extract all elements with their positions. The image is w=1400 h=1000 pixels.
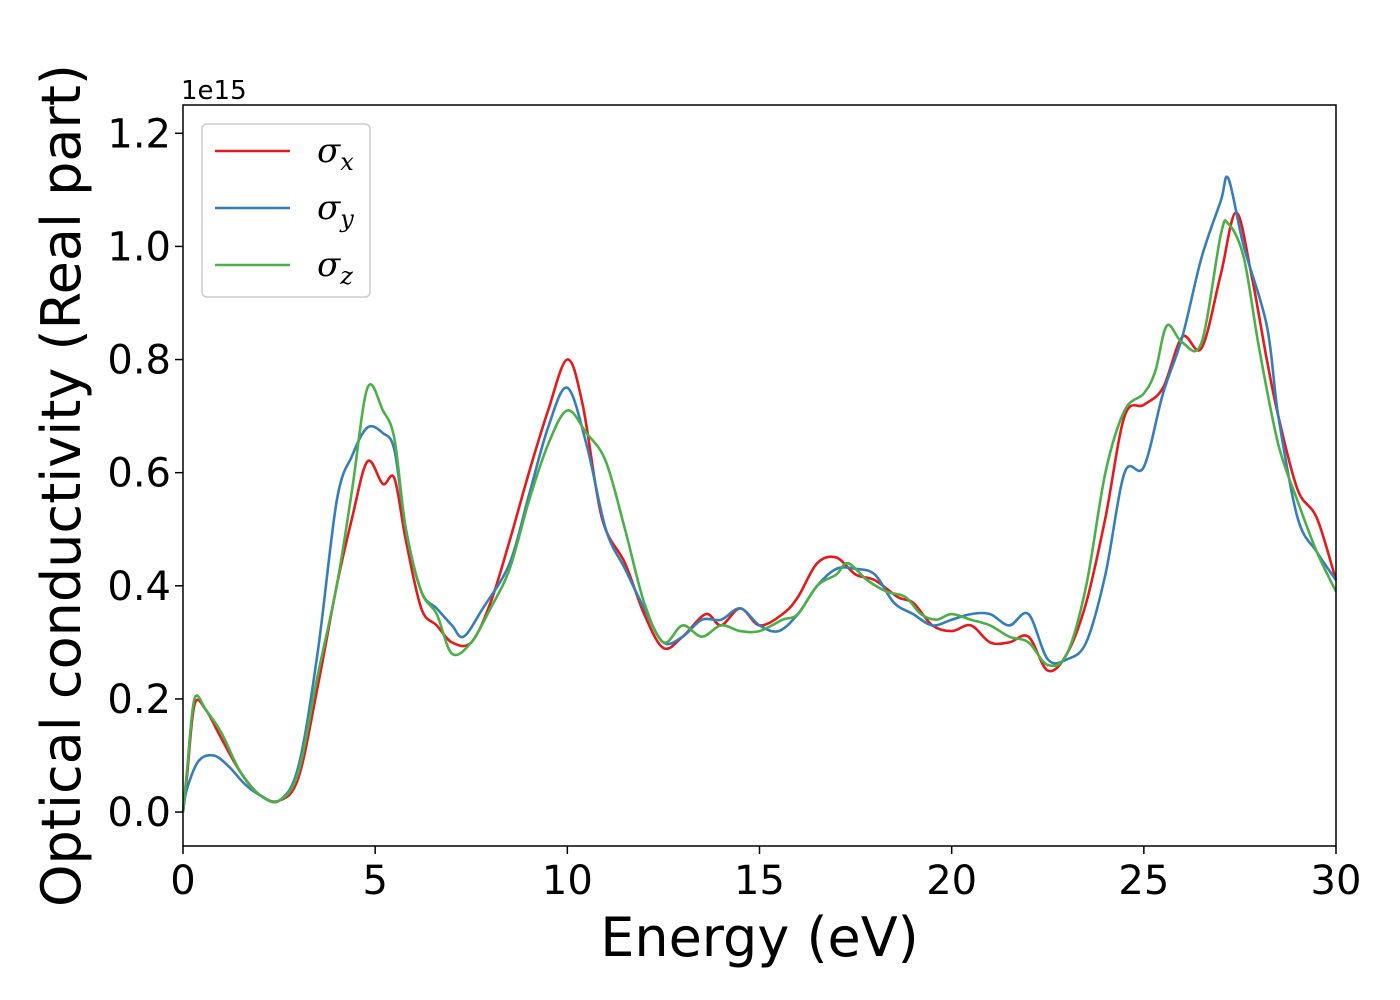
plot-area [183, 105, 1336, 846]
y-tick-label: 0.8 [107, 338, 171, 384]
x-axis-title: Energy (eV) [600, 906, 919, 969]
legend-label-y: σy [317, 188, 354, 233]
series-line-y [181, 175, 1338, 813]
y-tick-label: 0.4 [107, 564, 171, 610]
x-tick-label: 20 [926, 858, 977, 904]
x-tick-label: 0 [170, 858, 195, 904]
series-layer [181, 175, 1338, 813]
legend-label-z: σz [317, 245, 353, 290]
series-line-x [181, 211, 1338, 813]
y-tick-label: 0.6 [107, 451, 171, 497]
y-axis: 0.0 0.2 0.4 0.6 0.8 1.0 1.2 [107, 111, 183, 836]
legend: σx σy σz [201, 123, 371, 298]
y-tick-label: 1.2 [107, 111, 171, 157]
y-tick-label: 1.0 [107, 224, 171, 270]
x-tick-label: 25 [1118, 858, 1169, 904]
y-tick-label: 0.0 [107, 790, 171, 836]
series-line-z [181, 219, 1338, 813]
x-tick-label: 15 [734, 858, 785, 904]
y-axis-title: Optical conductivity (Real part) [30, 64, 93, 907]
legend-frame [201, 123, 371, 298]
x-tick-label: 10 [542, 858, 593, 904]
legend-label-x: σx [317, 131, 354, 176]
y-tick-label: 0.2 [107, 677, 171, 723]
x-tick-label: 5 [362, 858, 387, 904]
y-offset-label: 1e15 [181, 76, 247, 106]
x-tick-label: 30 [1311, 858, 1362, 904]
x-axis: 0 5 10 15 20 25 30 [170, 846, 1361, 904]
